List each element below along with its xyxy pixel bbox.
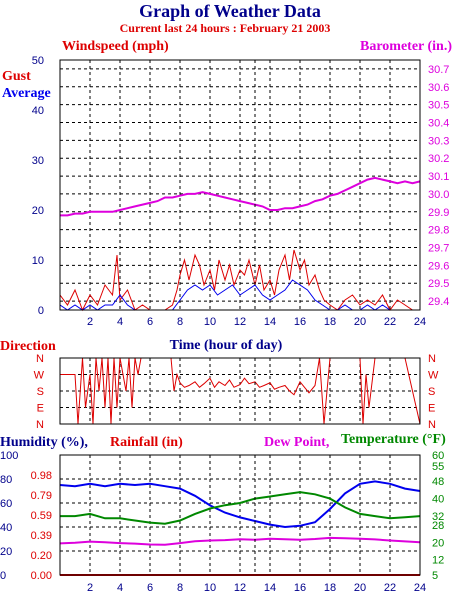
temperature-tick-label: 5 (432, 570, 438, 582)
hour-tick-label: 10 (204, 316, 216, 328)
humidity-tick-label: 80 (0, 474, 12, 486)
hour-tick-label: 22 (384, 316, 396, 328)
humidity-tick-label: 0 (0, 570, 6, 582)
gust-legend: Gust (2, 69, 31, 84)
direction-tick-left: N (36, 353, 44, 365)
temperature-tick-label: 32 (432, 511, 444, 523)
barometer-tick-label: 30.2 (428, 153, 449, 165)
direction-panel-frame (59, 357, 421, 425)
temperature-tick-label: 55 (432, 461, 444, 473)
dewpoint-label: Dew Point, (264, 435, 329, 450)
hour-tick-label: 4 (117, 582, 123, 594)
hour-tick-label: 6 (147, 316, 153, 328)
direction-tick-right: W (428, 370, 439, 382)
chart-subtitle: Current last 24 hours : February 21 2003 (120, 21, 331, 35)
barometer-tick-label: 29.6 (428, 260, 449, 272)
hour-tick-label: 16 (294, 316, 306, 328)
direction-tick-left: W (34, 370, 45, 382)
hour-tick-label: 4 (117, 316, 123, 328)
barometer-tick-label: 29.5 (428, 278, 449, 290)
hour-tick-label: 24 (414, 582, 426, 594)
hour-tick-label: 14 (264, 316, 276, 328)
wind-panel-frame (59, 59, 421, 311)
direction-tick-right: N (428, 353, 436, 365)
barometer-tick-label: 30.1 (428, 171, 449, 183)
hour-tick-label: 2 (87, 316, 93, 328)
rainfall-tick-label: 0.20 (31, 550, 52, 562)
direction-tick-left: S (37, 386, 44, 398)
temperature-tick-label: 12 (432, 555, 444, 567)
rainfall-tick-label: 0.59 (31, 510, 52, 522)
direction-tick-left: N (36, 419, 44, 431)
hour-tick-label: 10 (204, 582, 216, 594)
hour-tick-label: 8 (177, 582, 183, 594)
humidity-series-line (59, 480, 421, 529)
gust-series-line (59, 249, 420, 312)
humidity-panel-frame (59, 454, 421, 576)
windspeed-tick-label: 10 (32, 255, 44, 267)
direction-tick-left: E (37, 403, 44, 415)
hour-tick-label: 24 (414, 316, 426, 328)
direction-tick-right: E (428, 403, 435, 415)
hour-tick-label: 18 (324, 316, 336, 328)
barometer-series-line (60, 176, 421, 217)
windspeed-tick-label: 20 (32, 205, 44, 217)
hour-tick-label: 20 (354, 582, 366, 594)
direction-tick-right: N (428, 419, 436, 431)
direction-label: Direction (0, 339, 56, 354)
humidity-tick-label: 60 (0, 498, 12, 510)
windspeed-tick-label: 0 (38, 305, 44, 317)
temperature-label: Temperature (°F) (341, 432, 446, 447)
barometer-tick-label: 30.6 (428, 82, 449, 94)
humidity-tick-label: 20 (0, 546, 12, 558)
humidity-tick-label: 40 (0, 522, 12, 534)
humidity-tick-label: 100 (0, 450, 18, 462)
temperature-tick-label: 20 (432, 537, 444, 549)
hour-tick-label: 14 (264, 582, 276, 594)
hour-tick-label: 16 (294, 582, 306, 594)
temperature-tick-label: 40 (432, 494, 444, 506)
temperature-tick-label: 60 (432, 450, 444, 462)
barometer-tick-label: 30.3 (428, 135, 449, 147)
windspeed-tick-label: 40 (32, 105, 44, 117)
hour-tick-label: 20 (354, 316, 366, 328)
barometer-tick-label: 30.5 (428, 100, 449, 112)
rainfall-tick-label: 0.79 (31, 490, 52, 502)
barometer-axis-label: Barometer (in.) (360, 39, 452, 54)
rainfall-tick-label: 0.39 (31, 530, 52, 542)
rainfall-tick-label: 0.00 (31, 570, 52, 582)
hour-tick-label: 12 (234, 582, 246, 594)
barometer-tick-label: 29.7 (428, 243, 449, 255)
rainfall-tick-label: 0.98 (31, 470, 52, 482)
average-legend: Average (2, 86, 51, 101)
dewpoint-series-line (59, 536, 421, 546)
direction-tick-right: S (428, 386, 435, 398)
hour-tick-label: 12 (234, 316, 246, 328)
temperature-tick-label: 48 (432, 476, 444, 488)
temperature-series-line (60, 491, 421, 525)
barometer-tick-label: 29.4 (428, 296, 449, 308)
barometer-tick-label: 29.8 (428, 225, 449, 237)
hour-tick-label: 8 (177, 316, 183, 328)
time-axis-label: Time (hour of day) (170, 338, 283, 353)
humidity-label: Humidity (%), (0, 435, 88, 450)
barometer-tick-label: 30.4 (428, 118, 449, 130)
windspeed-tick-label: 30 (32, 155, 44, 167)
hour-tick-label: 6 (147, 582, 153, 594)
windspeed-axis-label: Windspeed (mph) (62, 39, 169, 54)
chart-title: Graph of Weather Data (139, 1, 321, 21)
temperature-tick-label: 28 (432, 520, 444, 532)
hour-tick-label: 18 (324, 582, 336, 594)
hour-tick-label: 2 (87, 582, 93, 594)
barometer-tick-label: 30.0 (428, 189, 449, 201)
barometer-tick-label: 29.9 (428, 207, 449, 219)
rainfall-label: Rainfall (in) (110, 435, 183, 450)
windspeed-tick-label: 50 (32, 55, 44, 67)
hour-tick-label: 22 (384, 582, 396, 594)
barometer-tick-label: 30.7 (428, 64, 449, 76)
